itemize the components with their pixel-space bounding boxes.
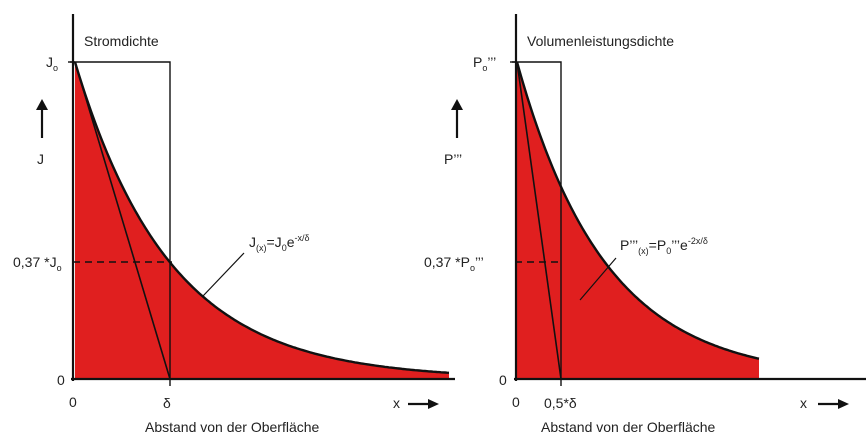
right-power-density-area (517, 62, 759, 379)
left-right-arrow-icon (408, 399, 439, 409)
right-footer-label: Abstand von der Oberfläche (541, 419, 716, 435)
right-y-zero-label: 0 (499, 372, 507, 388)
right-y-mid-label: 0,37 *Po’’’ (424, 254, 484, 273)
left-decay-curve (73, 61, 450, 374)
left-x-axis-label: x (393, 395, 400, 411)
left-y-mid-label: 0,37 *Jo (13, 254, 62, 273)
left-panel: Stromdichte Jo J 0,37 *Jo 0 0 δ x J(x)=J… (13, 14, 455, 435)
left-title: Stromdichte (84, 33, 159, 49)
left-formula-leader (202, 252, 245, 297)
left-current-density-area (75, 62, 449, 379)
right-x-axis-label: x (800, 395, 807, 411)
right-y-axis-label: P’’’ (444, 151, 462, 167)
left-y-axis-label: J (37, 151, 44, 167)
left-up-arrow-icon (36, 99, 48, 138)
right-reference-rectangle (512, 61, 562, 379)
left-y-top-label: Jo (46, 54, 58, 73)
right-x-zero-label: 0 (512, 394, 520, 410)
right-decay-curve (515, 61, 760, 360)
left-y-zero-label: 0 (57, 372, 65, 388)
left-x-zero-label: 0 (69, 394, 77, 410)
left-tangent-line (74, 61, 171, 380)
right-formula: P’’’(x)=P0’’’e-2x/δ (620, 236, 708, 256)
right-right-arrow-icon (818, 399, 849, 409)
left-reference-rectangle (70, 61, 171, 379)
right-x-delta-label: 0,5*δ (544, 395, 577, 411)
left-formula: J(x)=J0e-x/δ (249, 233, 310, 253)
left-x-delta-label: δ (163, 395, 171, 411)
right-y-top-label: Po’’’ (473, 54, 496, 73)
right-up-arrow-icon (451, 99, 463, 138)
right-panel: Volumenleistungsdichte Po’’’ P’’’ 0,37 *… (424, 14, 866, 435)
left-footer-label: Abstand von der Oberfläche (145, 419, 320, 435)
right-tangent-line (516, 61, 562, 380)
right-title: Volumenleistungsdichte (527, 33, 674, 49)
right-formula-leader (579, 257, 617, 301)
